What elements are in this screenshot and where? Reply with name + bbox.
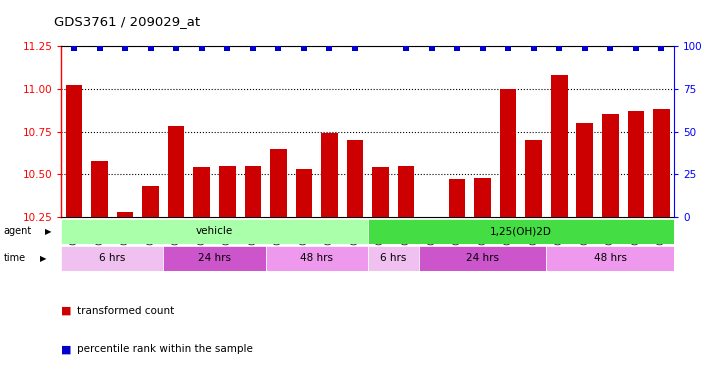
Text: ▶: ▶	[45, 227, 52, 236]
Bar	[627, 111, 644, 384]
Bar	[164, 246, 265, 271]
Text: ▶: ▶	[40, 254, 46, 263]
Bar	[547, 246, 674, 271]
Bar	[526, 140, 542, 384]
Bar	[602, 114, 619, 384]
Text: ■: ■	[61, 344, 72, 354]
Text: ■: ■	[61, 306, 72, 316]
Text: 24 hrs: 24 hrs	[466, 253, 499, 263]
Bar	[168, 126, 185, 384]
Bar	[653, 109, 670, 384]
Bar	[66, 85, 82, 384]
Bar	[577, 123, 593, 384]
Bar	[244, 166, 261, 384]
Bar	[219, 166, 236, 384]
Bar	[423, 217, 440, 384]
Text: vehicle: vehicle	[196, 226, 233, 237]
Bar	[368, 219, 674, 244]
Bar	[61, 219, 368, 244]
Text: 48 hrs: 48 hrs	[300, 253, 333, 263]
Bar	[372, 167, 389, 384]
Text: GDS3761 / 209029_at: GDS3761 / 209029_at	[54, 15, 200, 28]
Text: transformed count: transformed count	[77, 306, 174, 316]
Text: time: time	[4, 253, 26, 263]
Bar	[61, 246, 164, 271]
Bar	[500, 89, 516, 384]
Bar	[419, 246, 547, 271]
Bar	[265, 246, 368, 271]
Text: agent: agent	[4, 226, 32, 237]
Bar	[347, 140, 363, 384]
Text: 1,25(OH)2D: 1,25(OH)2D	[490, 226, 552, 237]
Bar	[474, 178, 491, 384]
Bar	[142, 186, 159, 384]
Bar	[368, 246, 419, 271]
Bar	[92, 161, 108, 384]
Text: 48 hrs: 48 hrs	[594, 253, 627, 263]
Bar	[551, 75, 567, 384]
Text: percentile rank within the sample: percentile rank within the sample	[77, 344, 253, 354]
Text: 6 hrs: 6 hrs	[99, 253, 125, 263]
Bar	[270, 149, 287, 384]
Bar	[321, 133, 337, 384]
Bar	[448, 179, 465, 384]
Text: 24 hrs: 24 hrs	[198, 253, 231, 263]
Bar	[193, 167, 210, 384]
Bar	[296, 169, 312, 384]
Bar	[398, 166, 415, 384]
Text: 6 hrs: 6 hrs	[380, 253, 407, 263]
Bar	[117, 212, 133, 384]
